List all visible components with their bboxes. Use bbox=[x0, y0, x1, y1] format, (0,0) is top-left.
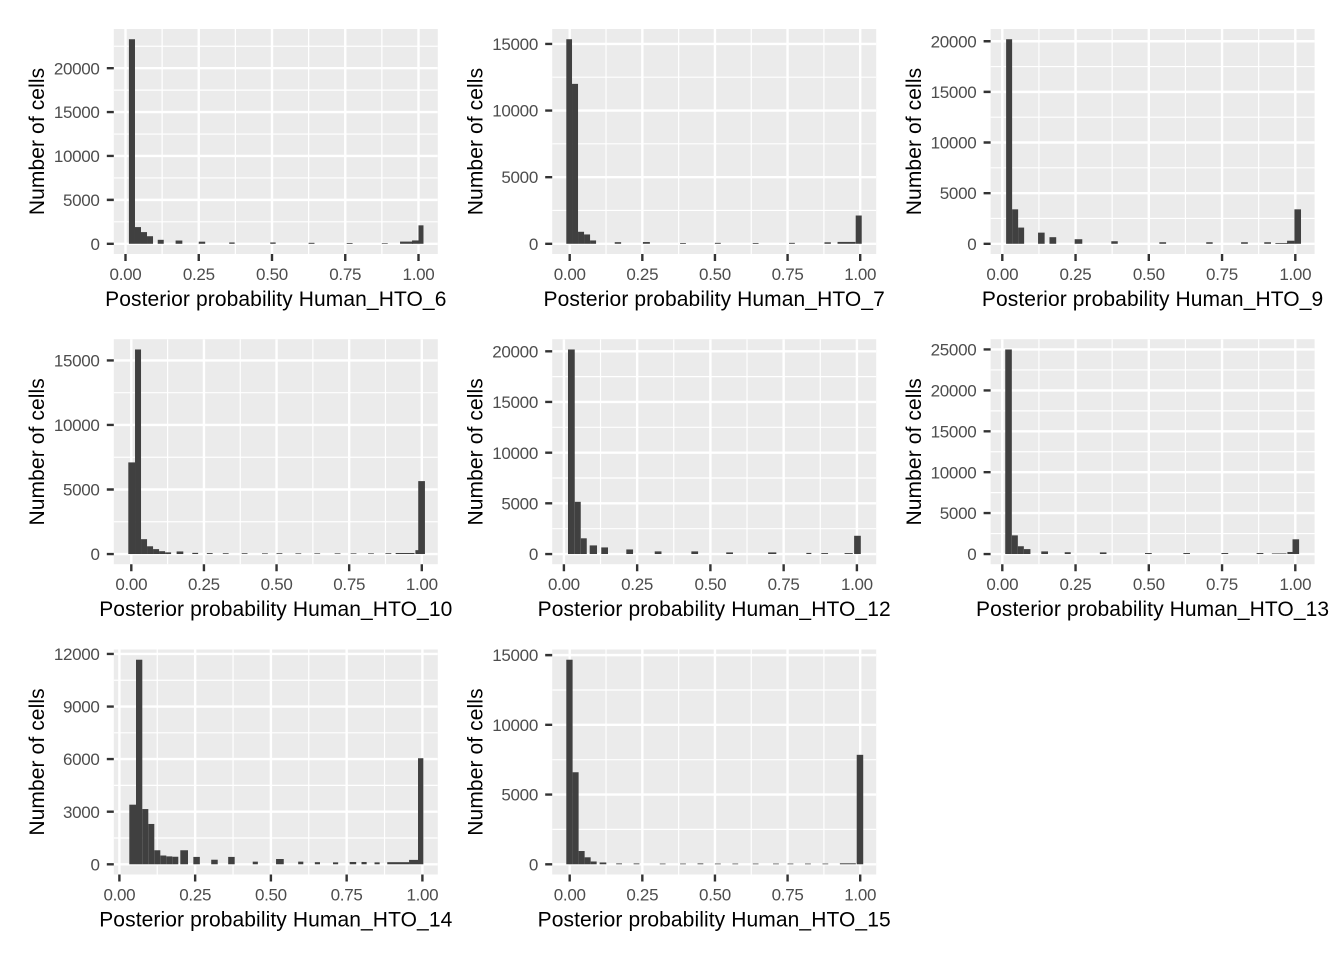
svg-text:20000: 20000 bbox=[931, 32, 977, 51]
svg-text:10000: 10000 bbox=[54, 147, 100, 166]
svg-text:0.00: 0.00 bbox=[110, 265, 142, 284]
svg-text:Number of cells: Number of cells bbox=[903, 68, 926, 215]
svg-text:0: 0 bbox=[529, 545, 538, 564]
svg-text:0: 0 bbox=[967, 235, 976, 254]
svg-text:10000: 10000 bbox=[492, 444, 538, 463]
svg-text:0.75: 0.75 bbox=[1206, 265, 1238, 284]
svg-text:15000: 15000 bbox=[931, 83, 977, 102]
svg-text:Number of cells: Number of cells bbox=[465, 688, 488, 835]
svg-text:1.00: 1.00 bbox=[844, 885, 876, 904]
svg-text:0: 0 bbox=[967, 545, 976, 564]
svg-text:0.50: 0.50 bbox=[1133, 265, 1165, 284]
svg-text:6000: 6000 bbox=[63, 750, 100, 769]
svg-text:0.75: 0.75 bbox=[331, 885, 363, 904]
svg-text:0.25: 0.25 bbox=[626, 265, 658, 284]
svg-text:Posterior probability Human_HT: Posterior probability Human_HTO_15 bbox=[538, 908, 891, 931]
svg-text:0.25: 0.25 bbox=[1060, 265, 1092, 284]
svg-text:5000: 5000 bbox=[940, 504, 977, 523]
svg-text:0.50: 0.50 bbox=[699, 265, 731, 284]
svg-text:0: 0 bbox=[90, 545, 99, 564]
svg-text:10000: 10000 bbox=[492, 716, 538, 735]
svg-text:10000: 10000 bbox=[492, 102, 538, 121]
svg-text:0.50: 0.50 bbox=[699, 885, 731, 904]
svg-text:0.25: 0.25 bbox=[621, 575, 653, 594]
svg-text:1.00: 1.00 bbox=[1279, 265, 1311, 284]
svg-text:9000: 9000 bbox=[63, 698, 100, 717]
svg-text:0.50: 0.50 bbox=[694, 575, 726, 594]
svg-text:10000: 10000 bbox=[54, 416, 100, 435]
svg-text:1.00: 1.00 bbox=[841, 575, 873, 594]
svg-text:Number of cells: Number of cells bbox=[26, 688, 49, 835]
svg-text:5000: 5000 bbox=[501, 494, 538, 513]
svg-text:0.75: 0.75 bbox=[772, 265, 804, 284]
svg-text:20000: 20000 bbox=[931, 382, 977, 401]
svg-text:5000: 5000 bbox=[940, 184, 977, 203]
svg-text:5000: 5000 bbox=[501, 168, 538, 187]
svg-text:10000: 10000 bbox=[931, 134, 977, 153]
svg-text:0.00: 0.00 bbox=[554, 265, 586, 284]
svg-text:15000: 15000 bbox=[492, 646, 538, 665]
svg-text:0.25: 0.25 bbox=[626, 885, 658, 904]
svg-text:Posterior probability Human_HT: Posterior probability Human_HTO_6 bbox=[105, 288, 446, 311]
svg-text:1.00: 1.00 bbox=[406, 885, 438, 904]
svg-text:1.00: 1.00 bbox=[844, 265, 876, 284]
svg-text:Posterior probability Human_HT: Posterior probability Human_HTO_10 bbox=[99, 598, 452, 621]
svg-text:5000: 5000 bbox=[63, 191, 100, 210]
svg-text:15000: 15000 bbox=[492, 393, 538, 412]
svg-text:0.25: 0.25 bbox=[179, 885, 211, 904]
svg-text:0: 0 bbox=[529, 855, 538, 874]
svg-text:0: 0 bbox=[90, 855, 99, 874]
svg-text:Posterior probability Human_HT: Posterior probability Human_HTO_9 bbox=[982, 288, 1323, 311]
svg-text:20000: 20000 bbox=[492, 342, 538, 361]
svg-text:Posterior probability Human_HT: Posterior probability Human_HTO_13 bbox=[976, 598, 1329, 621]
svg-text:0: 0 bbox=[529, 235, 538, 254]
svg-text:0.50: 0.50 bbox=[1133, 575, 1165, 594]
svg-text:Posterior probability Human_HT: Posterior probability Human_HTO_14 bbox=[99, 908, 452, 931]
svg-text:Number of cells: Number of cells bbox=[26, 378, 49, 525]
svg-text:0.00: 0.00 bbox=[986, 575, 1018, 594]
svg-text:0.00: 0.00 bbox=[986, 265, 1018, 284]
svg-text:0.25: 0.25 bbox=[188, 575, 220, 594]
svg-text:0: 0 bbox=[90, 235, 99, 254]
svg-text:Number of cells: Number of cells bbox=[465, 378, 488, 525]
svg-text:15000: 15000 bbox=[931, 422, 977, 441]
svg-text:0.00: 0.00 bbox=[103, 885, 135, 904]
svg-text:Posterior probability Human_HT: Posterior probability Human_HTO_7 bbox=[543, 288, 884, 311]
svg-text:0.25: 0.25 bbox=[1060, 575, 1092, 594]
svg-text:15000: 15000 bbox=[54, 103, 100, 122]
svg-text:0.75: 0.75 bbox=[1206, 575, 1238, 594]
svg-text:0.25: 0.25 bbox=[183, 265, 215, 284]
svg-text:1.00: 1.00 bbox=[406, 575, 438, 594]
svg-text:Number of cells: Number of cells bbox=[465, 68, 488, 215]
svg-text:0.50: 0.50 bbox=[255, 885, 287, 904]
svg-text:5000: 5000 bbox=[63, 481, 100, 500]
svg-text:0.00: 0.00 bbox=[548, 575, 580, 594]
svg-text:Number of cells: Number of cells bbox=[903, 378, 926, 525]
svg-text:0.75: 0.75 bbox=[333, 575, 365, 594]
svg-text:Posterior probability Human_HT: Posterior probability Human_HTO_12 bbox=[538, 598, 891, 621]
svg-text:3000: 3000 bbox=[63, 803, 100, 822]
svg-text:12000: 12000 bbox=[54, 645, 100, 664]
svg-text:20000: 20000 bbox=[54, 59, 100, 78]
svg-text:10000: 10000 bbox=[931, 463, 977, 482]
svg-text:15000: 15000 bbox=[492, 35, 538, 54]
svg-text:0.75: 0.75 bbox=[772, 885, 804, 904]
svg-text:1.00: 1.00 bbox=[1279, 575, 1311, 594]
svg-text:5000: 5000 bbox=[501, 786, 538, 805]
svg-text:0.50: 0.50 bbox=[261, 575, 293, 594]
svg-text:Number of cells: Number of cells bbox=[26, 68, 49, 215]
svg-text:25000: 25000 bbox=[931, 341, 977, 360]
svg-text:1.00: 1.00 bbox=[403, 265, 435, 284]
svg-text:0.00: 0.00 bbox=[115, 575, 147, 594]
svg-text:15000: 15000 bbox=[54, 352, 100, 371]
svg-text:0.50: 0.50 bbox=[256, 265, 288, 284]
svg-text:0.00: 0.00 bbox=[554, 885, 586, 904]
svg-text:0.75: 0.75 bbox=[768, 575, 800, 594]
svg-text:0.75: 0.75 bbox=[329, 265, 361, 284]
